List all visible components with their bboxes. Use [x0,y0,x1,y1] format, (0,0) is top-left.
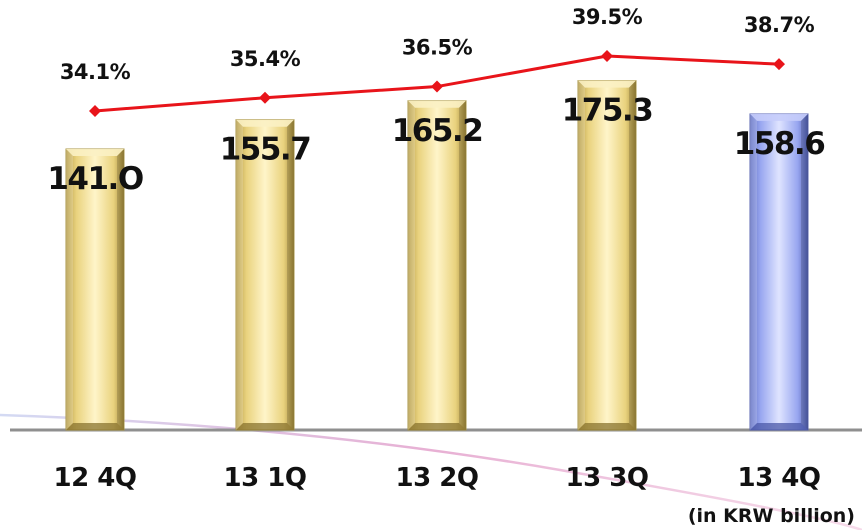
x-tick-label: 13 2Q [396,463,479,493]
bar-2 [235,119,295,431]
ratio-value-label: 38.7% [744,13,815,37]
bar-value-label: 175.3 [562,93,653,129]
bar-value-label: 158.6 [734,126,825,162]
ratio-value-label: 35.4% [230,47,301,71]
x-tick-label: 13 4Q [738,463,821,493]
bar-value-label: 155.7 [220,132,311,168]
bar-5 [749,113,809,431]
x-tick-label: 13 1Q [224,463,307,493]
ratio-point [259,91,271,104]
bars-layer [65,80,809,431]
x-tick-label: 12 4Q [54,463,137,493]
ratio-point [431,80,443,93]
ratio-value-label: 39.5% [572,5,643,29]
ratio-point [601,50,613,63]
bar-4 [577,80,637,431]
bar-1 [65,148,125,431]
unit-label: (in KRW billion) [688,505,855,527]
ratio-point [773,58,785,71]
labels-layer: 141.O 12 4Q 155.7 13 1Q 165.2 13 2Q 175.3 13 3Q… [47,5,855,527]
ratio-line-layer [89,50,785,117]
bar-3 [407,100,467,431]
ratio-point [89,105,101,117]
ratio-value-label: 34.1% [60,60,131,84]
decorative-swoosh [0,413,862,530]
ratio-value-label: 36.5% [402,36,473,60]
bar-value-label: 141.O [47,161,142,197]
bar-value-label: 165.2 [392,113,483,149]
x-tick-label: 13 3Q [566,463,649,493]
